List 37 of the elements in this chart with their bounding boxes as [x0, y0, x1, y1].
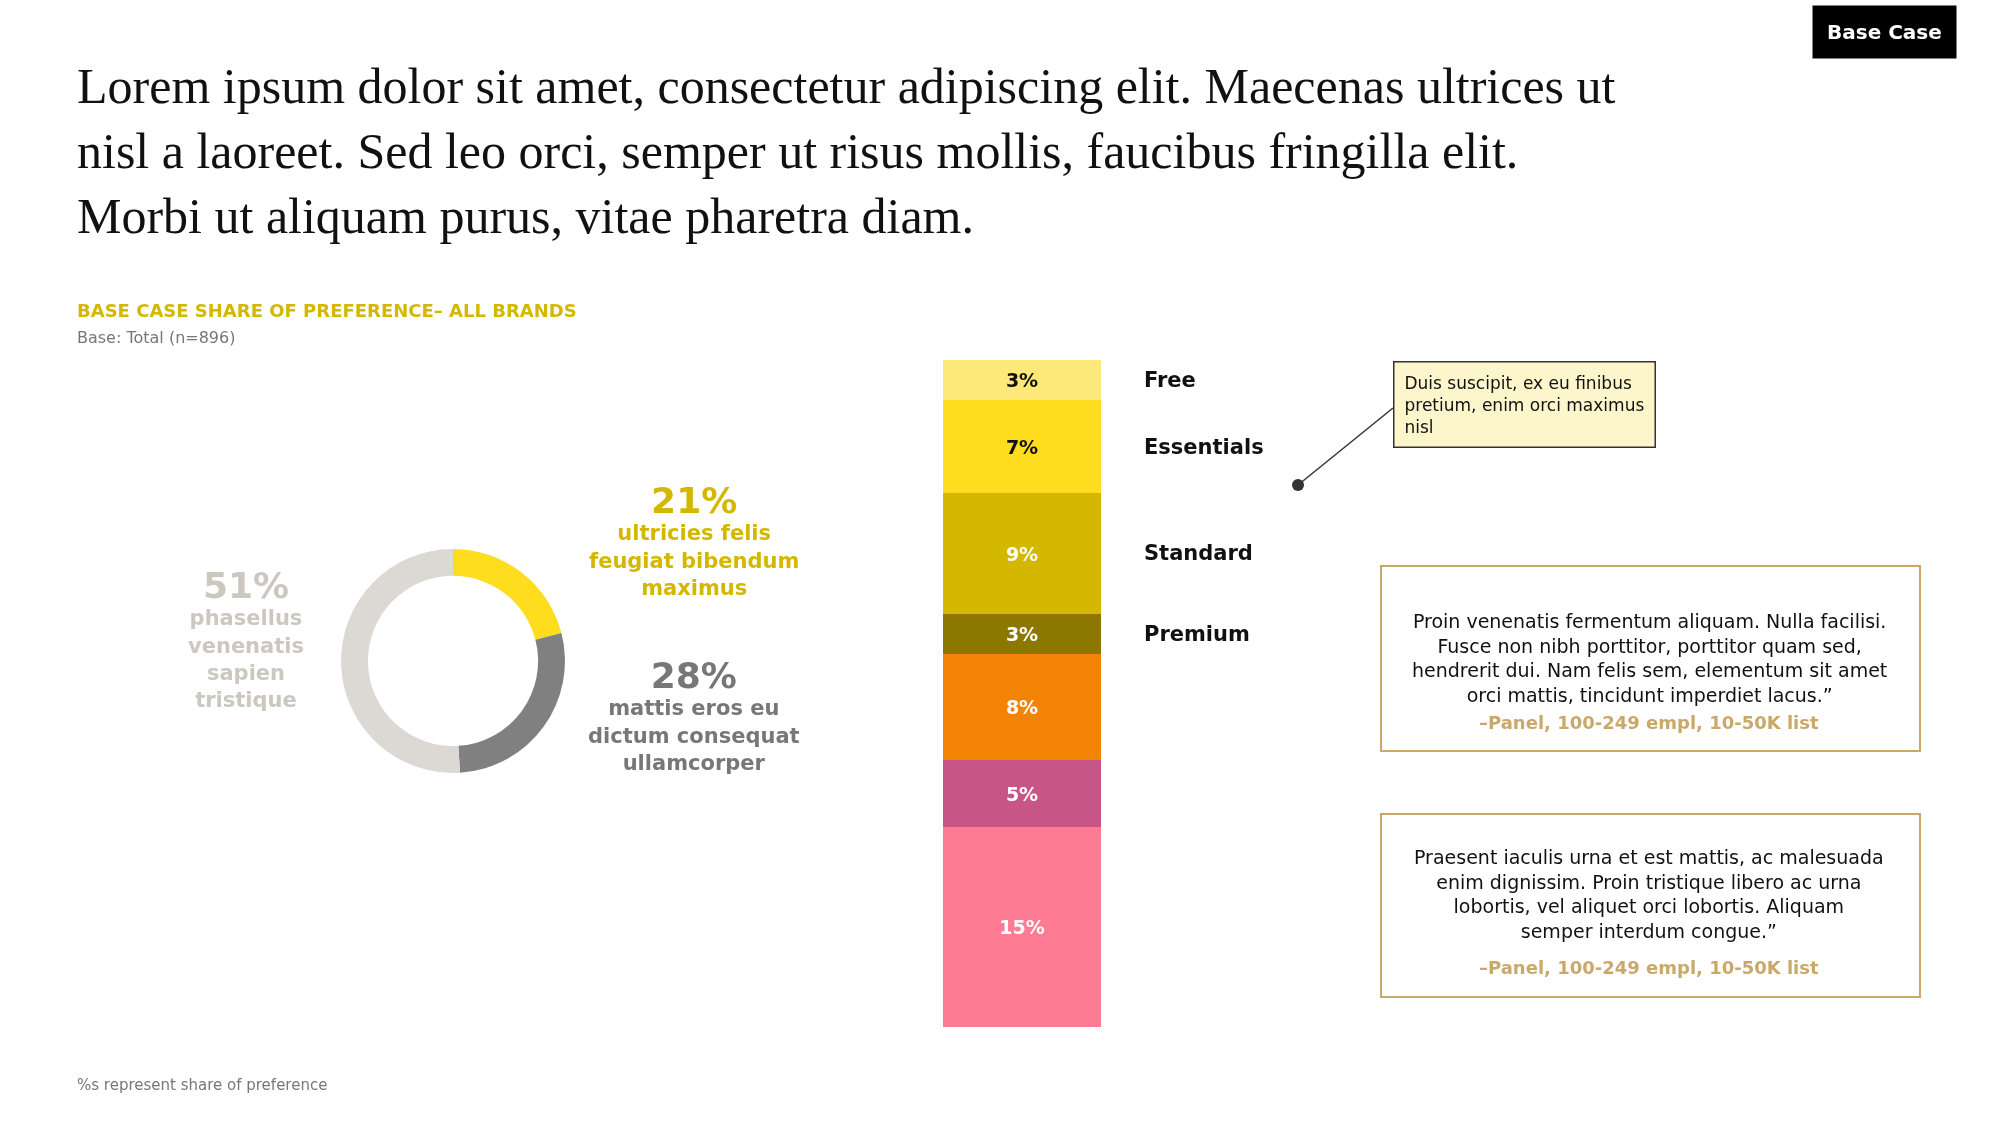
donut-slice: [453, 549, 562, 640]
data-label: 9%: [1005, 542, 1039, 565]
text: –Panel, 100-249 empl, 10-50K list: [1479, 957, 1819, 978]
data-label: 5%: [1005, 782, 1039, 805]
text: Duis suscipit, ex eu finibus pretium, enim orci maximus nisl: [1404, 372, 1645, 437]
data-label: 3%: [1005, 623, 1039, 645]
text: Essentials: [1144, 435, 1264, 459]
data-label: 15%: [999, 916, 1045, 938]
data-label: 3%: [1005, 369, 1039, 391]
bar: [943, 827, 1101, 1027]
text: Premium: [1144, 622, 1250, 646]
donut-slice: [341, 549, 461, 773]
chart-title: BASE CASE SHARE OF PREFERENCE– ALL BRANDS: [77, 300, 577, 321]
bar: [943, 400, 1101, 493]
slice-label: ultricies felis feugiat bibendum maximus: [589, 521, 800, 600]
text: Lorem ipsum dolor sit amet, consectetur adipiscing elit. Maecenas ultrices ut nisl a laoreet. Sed leo orci, semper ut risus mollis, faucibus fringilla elit. Morbi ut aliquam purus, vitae pharetra diam.: [77, 58, 1616, 244]
chart-subtitle: Base: Total (n=896): [77, 328, 236, 347]
donut-slice: [458, 633, 565, 773]
data-label: 7%: [1005, 435, 1039, 458]
bar: [943, 760, 1101, 827]
text: Praesent iaculis urna et est mattis, ac malesuada enim dignissim. Proin tristique libero ac urna lobortis, vel aliquet orci lobortis. Aliquam semper interdum congue.”: [1414, 846, 1884, 943]
bar: [943, 360, 1101, 400]
bar: [943, 493, 1101, 614]
text: Free: [1144, 368, 1196, 392]
text: Standard: [1144, 541, 1253, 565]
bar: [943, 614, 1101, 654]
slice-label: phasellus venenatis sapien tristique: [188, 606, 304, 713]
data-label: 8%: [1005, 696, 1039, 718]
text: %s represent share of preference: [77, 1076, 328, 1094]
text: –Panel, 100-249 empl, 10-50K list: [1479, 712, 1819, 733]
data-label: 28%: [650, 655, 737, 696]
slice-label: mattis eros eu dictum consequat ullamcorper: [588, 696, 800, 775]
bar: [943, 654, 1101, 760]
text: Proin venenatis fermentum aliquam. Nulla facilisi. Fusce non nibh porttitor, porttitor quam sed, hendrerit dui. Nam felis sem, elementum sit amet orci mattis, tincidunt imperdiet lacus.”: [1412, 610, 1888, 707]
text: Base Case: [1827, 20, 1942, 44]
data-label: 21%: [651, 480, 738, 521]
data-label: 51%: [202, 565, 290, 606]
